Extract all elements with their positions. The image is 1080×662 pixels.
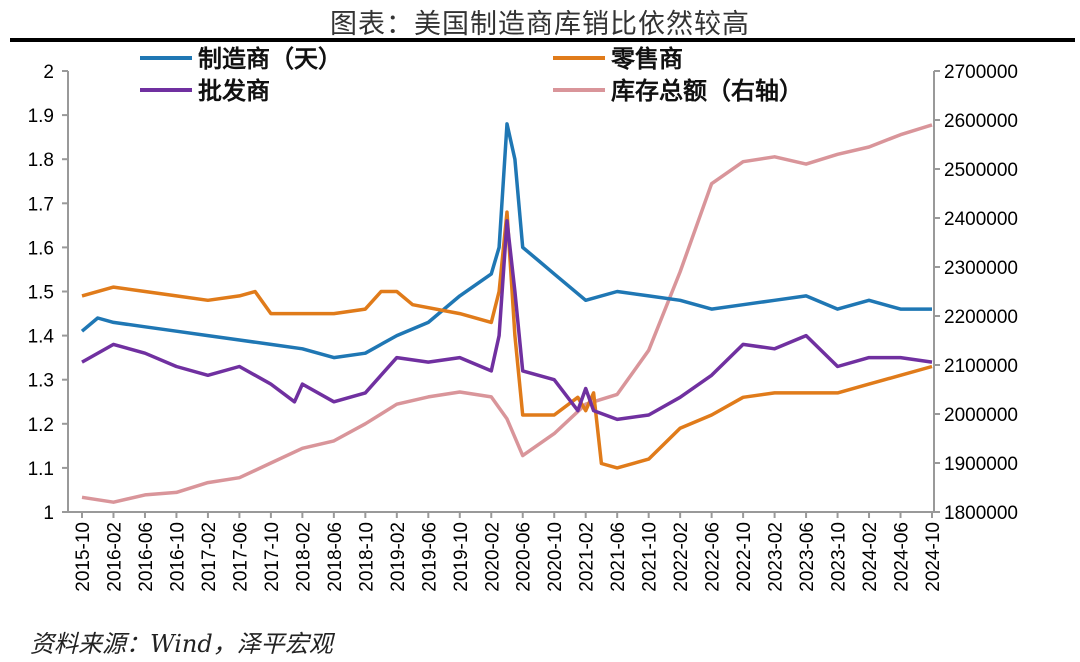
x-axis-tick-label: 2023-10	[829, 522, 850, 592]
left-axis-tick-label: 1.7	[28, 194, 54, 215]
x-axis-tick-label: 2024-06	[892, 522, 913, 592]
x-axis-tick-label: 2021-10	[640, 522, 661, 592]
right-axis-tick-label: 2000000	[944, 405, 1018, 426]
x-axis-tick-label: 2018-02	[293, 522, 314, 592]
series-line-2	[81, 219, 933, 422]
x-axis-tick-label: 2022-10	[734, 522, 755, 592]
legend-label: 库存总额（右轴）	[611, 77, 803, 105]
x-axis-tick-label: 2016-06	[136, 522, 157, 592]
left-axis-tick-label: 1.9	[28, 106, 54, 127]
left-axis-tick-label: 1.3	[28, 371, 54, 392]
x-axis-tick-label: 2020-02	[482, 522, 503, 592]
legend-label: 制造商（天）	[198, 45, 342, 73]
x-axis-tick-label: 2023-02	[766, 522, 787, 592]
x-axis-tick-label: 2018-06	[325, 522, 346, 592]
right-axis-tick-label: 2200000	[944, 307, 1018, 328]
left-axis-tick-label: 1	[43, 503, 54, 524]
legend-label: 批发商	[198, 77, 270, 105]
left-axis-tick-label: 2	[43, 62, 54, 83]
left-axis-tick-label: 1.1	[28, 459, 54, 480]
x-axis-tick-label: 2020-10	[545, 522, 566, 592]
x-axis-tick-label: 2024-10	[923, 522, 944, 592]
x-axis-tick-label: 2015-10	[73, 522, 94, 592]
series-line-0	[80, 122, 932, 360]
x-axis-tick-label: 2017-06	[230, 522, 251, 592]
x-axis-tick-label: 2021-06	[608, 522, 629, 592]
right-axis-tick-label: 1900000	[944, 454, 1018, 475]
x-axis-tick-label: 2016-10	[167, 522, 188, 592]
x-axis-tick-label: 2017-10	[262, 522, 283, 592]
right-axis-tick-label: 2100000	[944, 356, 1018, 377]
left-axis-tick-label: 1.2	[28, 415, 54, 436]
left-axis-tick-label: 1.4	[28, 327, 55, 348]
source-note: 资料来源：Wind，泽平宏观	[30, 630, 333, 658]
left-axis-tick-label: 1.5	[28, 283, 54, 304]
series-line-1	[81, 210, 933, 470]
x-axis-tick-label: 2020-06	[514, 522, 535, 592]
left-axis-tick-label: 1.6	[28, 238, 54, 259]
right-axis-tick-label: 2700000	[944, 62, 1018, 83]
right-axis-tick-label: 2400000	[944, 209, 1018, 230]
chart-title: 图表：美国制造商库销比依然较高	[330, 9, 750, 40]
x-axis-tick-label: 2022-02	[671, 522, 692, 592]
x-axis-tick-label: 2019-02	[388, 522, 409, 592]
x-axis-tick-label: 2022-06	[703, 522, 724, 592]
x-axis-tick-label: 2023-06	[797, 522, 818, 592]
x-axis-tick-label: 2021-02	[577, 522, 598, 592]
right-axis-tick-label: 2600000	[944, 111, 1018, 132]
x-axis-tick-label: 2019-06	[419, 522, 440, 592]
x-axis-tick-label: 2024-02	[860, 522, 881, 592]
title-divider	[10, 38, 1075, 42]
right-axis-tick-label: 2300000	[944, 258, 1018, 279]
right-axis-tick-label: 2500000	[944, 160, 1018, 181]
x-axis-tick-label: 2017-02	[199, 522, 220, 592]
x-axis-tick-label: 2016-02	[104, 522, 125, 592]
legend-label: 零售商	[610, 45, 683, 73]
left-axis-tick-label: 1.8	[28, 150, 54, 171]
right-axis-tick-label: 1800000	[944, 503, 1018, 524]
x-axis-tick-label: 2019-10	[451, 522, 472, 592]
x-axis-tick-label: 2018-10	[356, 522, 377, 592]
series-line-3	[81, 123, 933, 504]
